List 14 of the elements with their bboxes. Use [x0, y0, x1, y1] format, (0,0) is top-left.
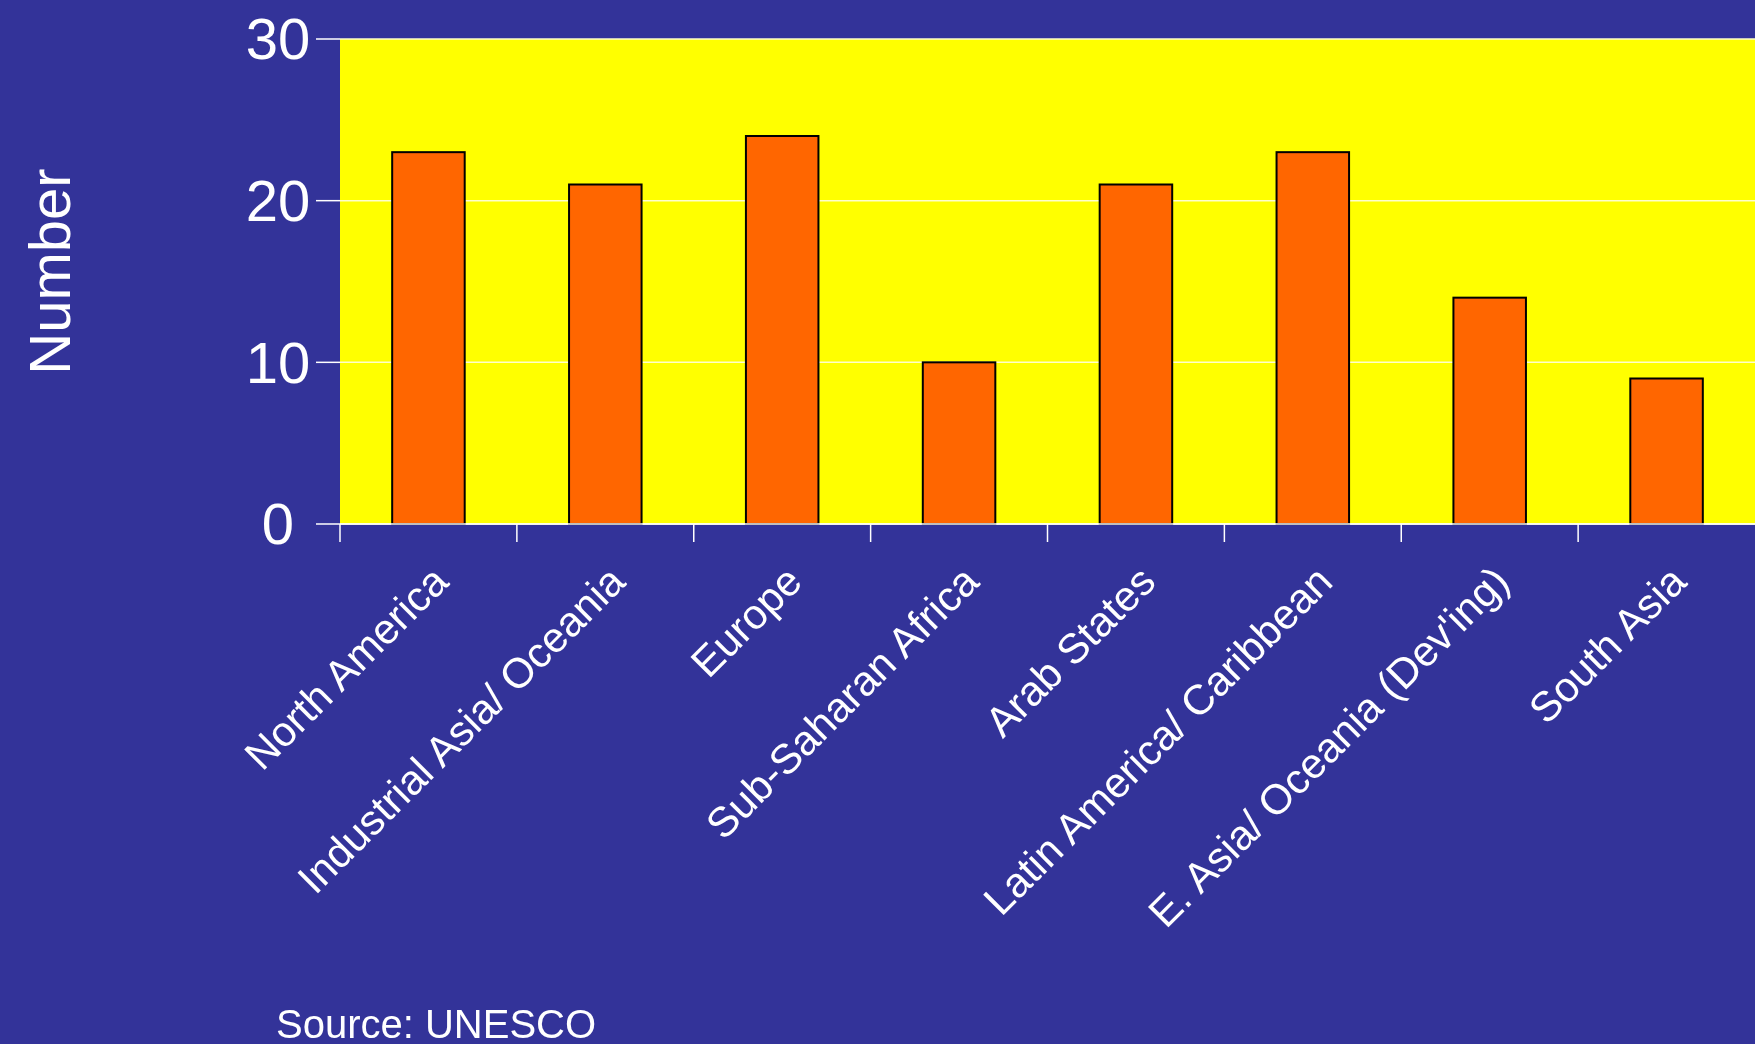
bar [1452, 296, 1527, 525]
bar [391, 151, 466, 525]
bar [744, 135, 820, 525]
bar [1275, 151, 1351, 525]
y-tick-label: 0 [261, 491, 295, 557]
y-tick-label: 30 [245, 6, 311, 72]
bar [568, 183, 643, 525]
y-tick-label: 20 [245, 167, 311, 233]
bar [1098, 183, 1174, 525]
y-axis-title: Number [17, 168, 82, 375]
bar [921, 361, 997, 525]
source-note: Source: UNESCO [276, 1002, 597, 1044]
bar [1629, 377, 1704, 525]
y-tick-label: 10 [245, 329, 311, 395]
